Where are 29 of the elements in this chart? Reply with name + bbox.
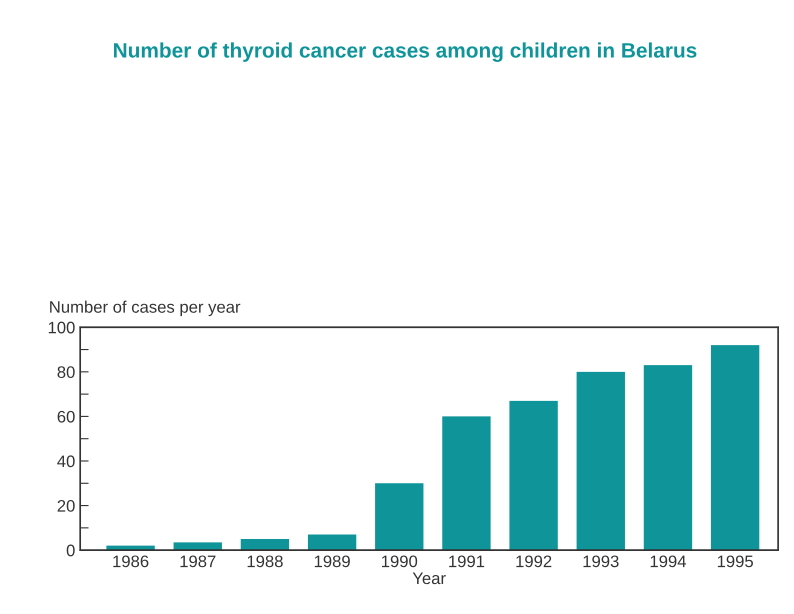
x-tick-label: 1987 — [180, 555, 216, 568]
x-tick-label: 1991 — [449, 555, 484, 568]
bar — [644, 365, 692, 550]
x-tick-label: 1990 — [382, 555, 418, 568]
bar — [509, 400, 558, 550]
x-tick-label: 1992 — [516, 555, 552, 568]
x-tick-label: 1989 — [314, 555, 350, 568]
x-tick-label: 1988 — [248, 555, 283, 568]
bar — [106, 546, 155, 550]
x-axis-title: Year — [412, 572, 446, 584]
chart-title: Number of thyroid cancer cases among children in Belarus — [114, 42, 696, 62]
y-tick-label: 100 — [48, 322, 75, 334]
bar — [442, 416, 491, 550]
x-tick-label: 1995 — [718, 555, 753, 568]
bar — [710, 345, 760, 550]
y-tick-label: 40 — [57, 455, 75, 468]
x-tick-label: 1986 — [113, 555, 148, 568]
x-tick-label: 1994 — [650, 555, 686, 568]
bar — [308, 534, 356, 550]
y-tick-label: 60 — [58, 410, 75, 423]
y-tick-label: 80 — [58, 366, 75, 378]
bar — [174, 542, 222, 550]
bar — [576, 372, 625, 550]
y-axis-title: Number of cases per year — [50, 300, 240, 316]
bar — [240, 539, 290, 550]
bar — [375, 483, 424, 550]
y-tick-label: 20 — [58, 500, 75, 512]
x-tick-label: 1993 — [584, 555, 619, 568]
y-tick-label: 0 — [66, 544, 75, 556]
